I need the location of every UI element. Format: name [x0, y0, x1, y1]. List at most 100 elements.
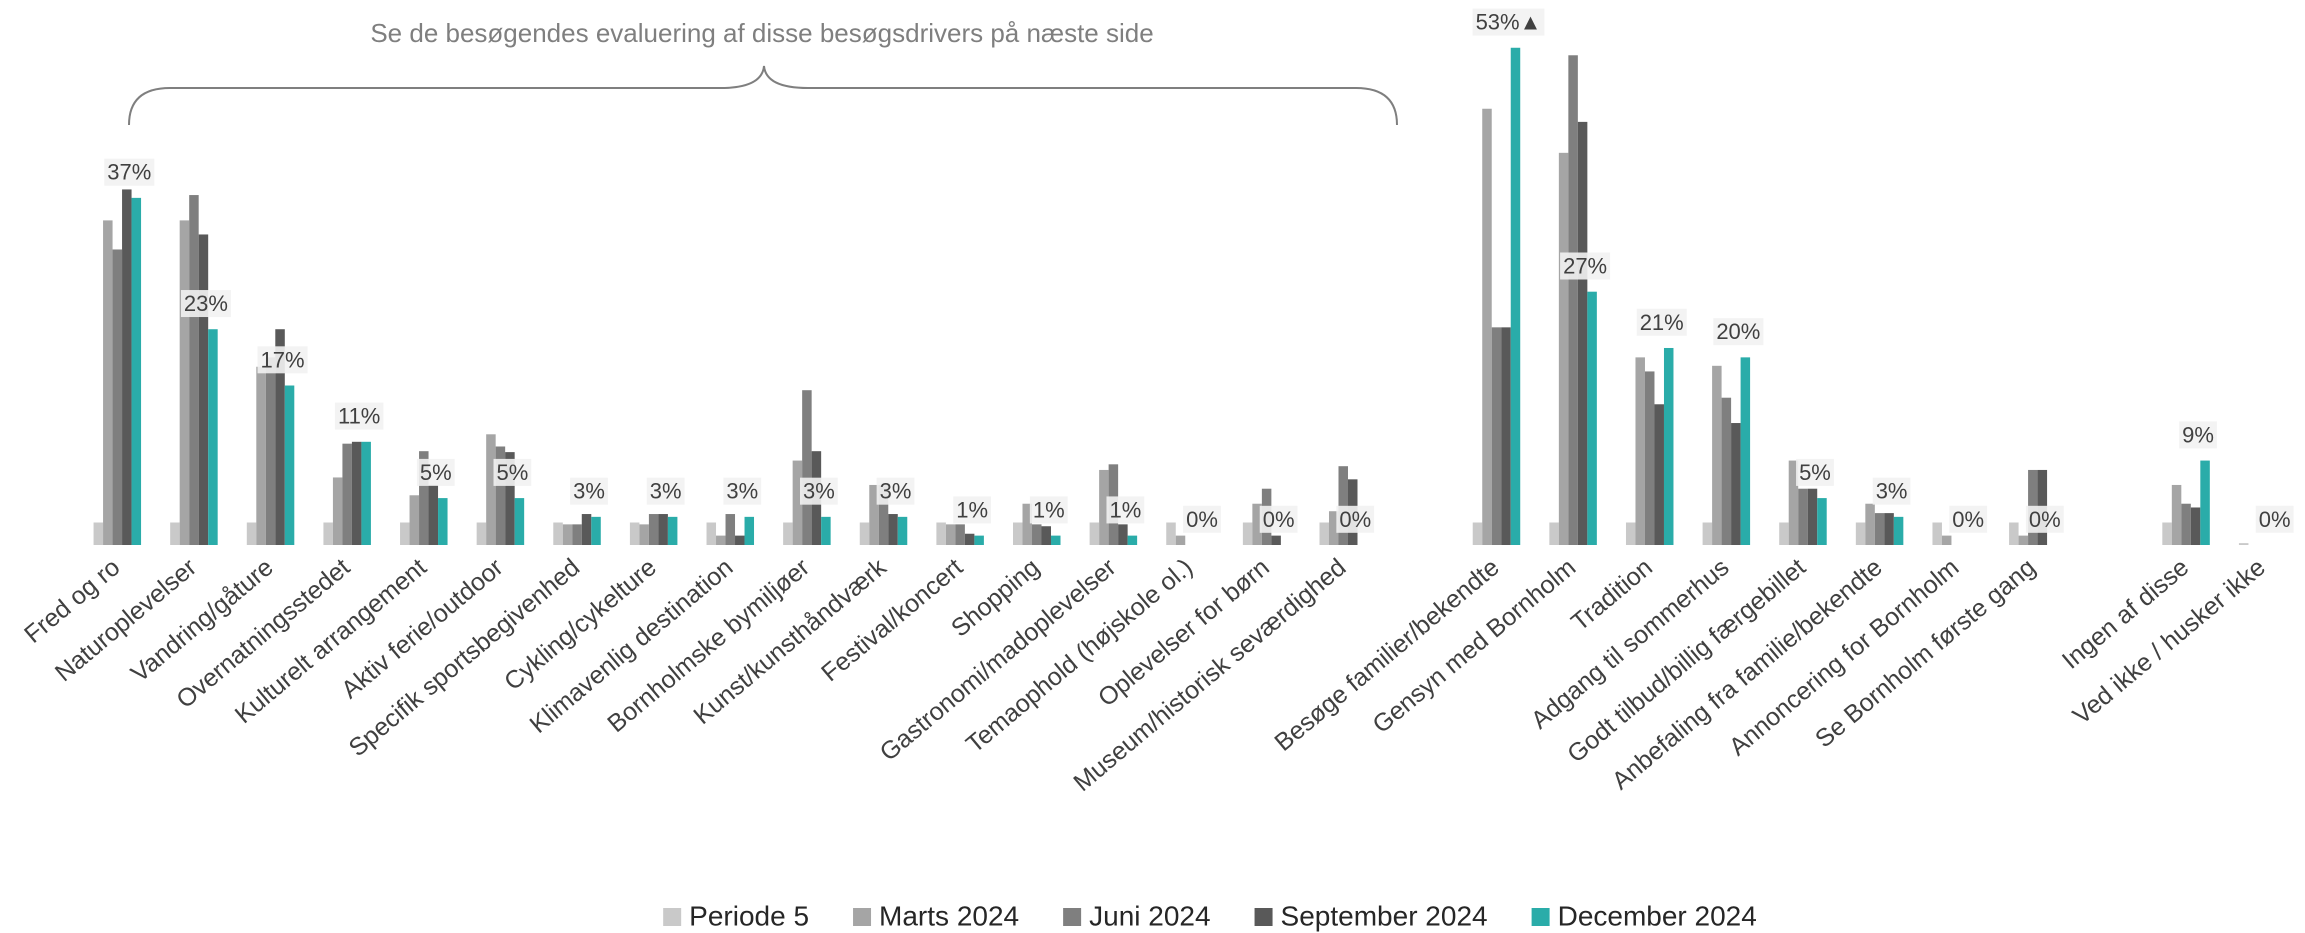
- data-label: 3%: [726, 479, 758, 504]
- bar: [342, 443, 352, 545]
- bar: [553, 522, 563, 545]
- bar: [878, 484, 889, 545]
- bar: [658, 514, 668, 545]
- bar: [1328, 511, 1339, 545]
- bar: [1702, 522, 1713, 545]
- bar: [1932, 522, 1942, 545]
- bar: [2009, 522, 2019, 545]
- data-label-bg: [876, 477, 915, 505]
- bar: [1807, 488, 1818, 545]
- bar: [1041, 526, 1052, 545]
- x-tick-label: Ingen af disse: [2057, 553, 2194, 675]
- bar: [1099, 469, 1109, 545]
- bar: [1252, 503, 1262, 545]
- bar: [2200, 460, 2210, 545]
- bar: [1013, 522, 1023, 545]
- bar: [438, 498, 448, 545]
- annotation: Se de besøgendes evaluering af disse bes…: [370, 18, 1153, 48]
- bar: [93, 522, 104, 545]
- bar: [1501, 327, 1511, 545]
- bar: [1893, 516, 1904, 545]
- bar: [1127, 535, 1138, 545]
- bar: [936, 522, 946, 545]
- bar: [888, 514, 898, 545]
- bar: [1721, 397, 1732, 545]
- data-label-bg: [1336, 505, 1375, 533]
- bar: [1654, 404, 1664, 545]
- data-label: 27%: [1563, 254, 1607, 279]
- legend-swatch: [1063, 908, 1082, 926]
- data-label-bg: [1259, 505, 1298, 533]
- bar: [964, 533, 975, 545]
- data-label: 20%: [1716, 319, 1760, 344]
- data-label: 5%: [1799, 460, 1831, 485]
- data-label: 9%: [2182, 422, 2214, 447]
- legend-swatch: [663, 908, 682, 926]
- data-label-bg: [953, 496, 992, 524]
- x-tick-label: Festival/koncert: [816, 553, 968, 687]
- bar: [246, 522, 257, 545]
- legend-label: Marts 2024: [879, 900, 1019, 931]
- bar: [1558, 152, 1569, 545]
- data-label: 0%: [1186, 507, 1218, 532]
- bar: [323, 522, 333, 545]
- data-label-bg: [723, 477, 762, 505]
- legend-item: Marts 2024: [853, 900, 1019, 931]
- bar: [1817, 498, 1827, 545]
- bar: [1568, 55, 1578, 545]
- bar: [591, 516, 601, 545]
- bar: [1472, 522, 1483, 545]
- bar: [1051, 535, 1061, 545]
- bar: [955, 524, 965, 545]
- data-label: 3%: [880, 479, 912, 504]
- bar: [792, 460, 803, 545]
- data-label: 0%: [1339, 507, 1371, 532]
- bar: [1740, 357, 1751, 545]
- data-label-bg: [570, 477, 608, 505]
- data-label-bg: [1636, 308, 1687, 336]
- bar: [859, 522, 870, 545]
- data-label: 53%▲: [1476, 10, 1542, 35]
- bar: [562, 524, 573, 545]
- bar: [2181, 503, 2191, 545]
- bar: [1022, 503, 1033, 545]
- legend-label: Juni 2024: [1089, 900, 1210, 931]
- data-label-bg: [257, 346, 308, 374]
- legend-swatch: [853, 908, 872, 926]
- data-label-bg: [2025, 505, 2064, 533]
- bar: [208, 329, 218, 545]
- bar: [103, 220, 113, 545]
- bar: [1625, 522, 1636, 545]
- bar: [1175, 535, 1186, 545]
- bar: [725, 514, 736, 545]
- bar: [1663, 347, 1674, 545]
- bar: [198, 234, 209, 545]
- bar: [1855, 522, 1866, 545]
- bar: [1510, 47, 1521, 545]
- bar: [1779, 522, 1789, 545]
- bar: [514, 498, 525, 545]
- data-label-bg: [104, 158, 155, 186]
- data-label: 1%: [1109, 497, 1141, 522]
- bar: [581, 514, 592, 545]
- data-label: 5%: [420, 460, 452, 485]
- bar: [639, 524, 649, 545]
- data-label: 3%: [650, 479, 682, 504]
- bar: [648, 514, 659, 545]
- bar: [419, 451, 429, 545]
- bar: [974, 535, 984, 545]
- data-label-bg: [1183, 505, 1221, 533]
- data-label-bg: [1106, 496, 1145, 524]
- data-label: 3%: [803, 479, 835, 504]
- bar: [351, 441, 362, 545]
- bar: [1549, 522, 1559, 545]
- bar: [735, 535, 745, 545]
- data-label-bg: [1560, 252, 1611, 280]
- bar: [629, 522, 640, 545]
- bar: [2162, 522, 2172, 545]
- data-label-bg: [416, 458, 455, 486]
- data-label-bg: [799, 477, 838, 505]
- bar: [495, 446, 506, 545]
- bar: [945, 524, 956, 545]
- bar: [112, 249, 123, 546]
